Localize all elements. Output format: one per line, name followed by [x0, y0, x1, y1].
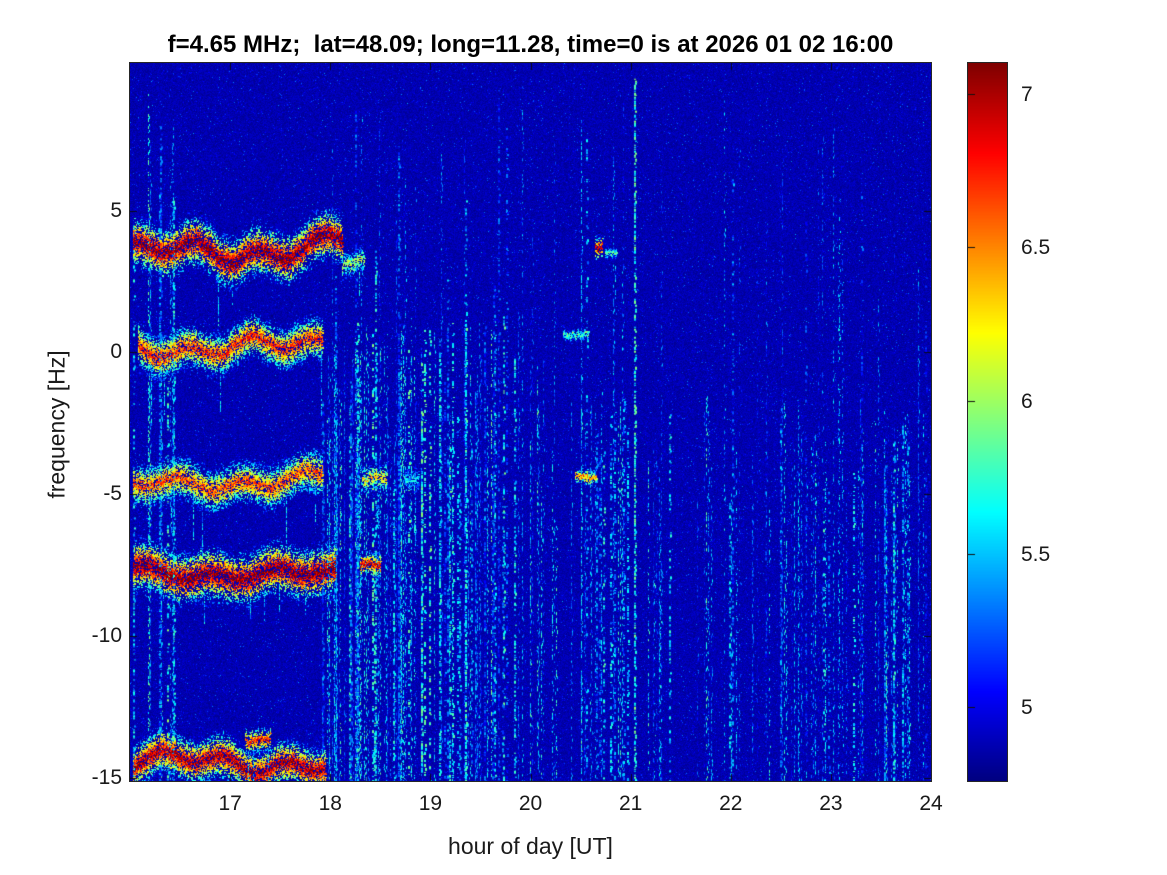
y-tick-label: 5 — [110, 198, 122, 222]
colorbar-canvas — [967, 62, 1008, 782]
colorbar-tick-label: 6.5 — [1021, 235, 1051, 259]
y-axis-label: frequency [Hz] — [43, 350, 70, 499]
y-tick-label: 0 — [110, 340, 122, 364]
x-tick-label: 19 — [418, 792, 443, 815]
x-tick-label: 20 — [518, 792, 543, 815]
x-tick-label: 17 — [218, 792, 242, 815]
spectrogram-canvas — [129, 62, 932, 782]
x-axis-label: hour of day [UT] — [448, 833, 613, 859]
colorbar-tick-label: 6 — [1021, 389, 1033, 413]
chart-title: f=4.65 MHz; lat=48.09; long=11.28, time=… — [167, 31, 894, 58]
x-tick-label: 21 — [618, 792, 643, 815]
colorbar-tick-label: 5 — [1021, 695, 1033, 719]
x-tick-label: 18 — [318, 792, 342, 815]
y-tick-label: -10 — [91, 624, 122, 648]
x-tick-label: 22 — [719, 792, 743, 815]
colorbar-tick-label: 7 — [1021, 82, 1033, 106]
x-tick-label: 24 — [919, 792, 943, 815]
colorbar-tick-label: 5.5 — [1021, 542, 1051, 566]
y-tick-label: -5 — [103, 482, 122, 506]
y-tick-label: -15 — [91, 766, 122, 790]
x-tick-label: 23 — [819, 792, 843, 815]
